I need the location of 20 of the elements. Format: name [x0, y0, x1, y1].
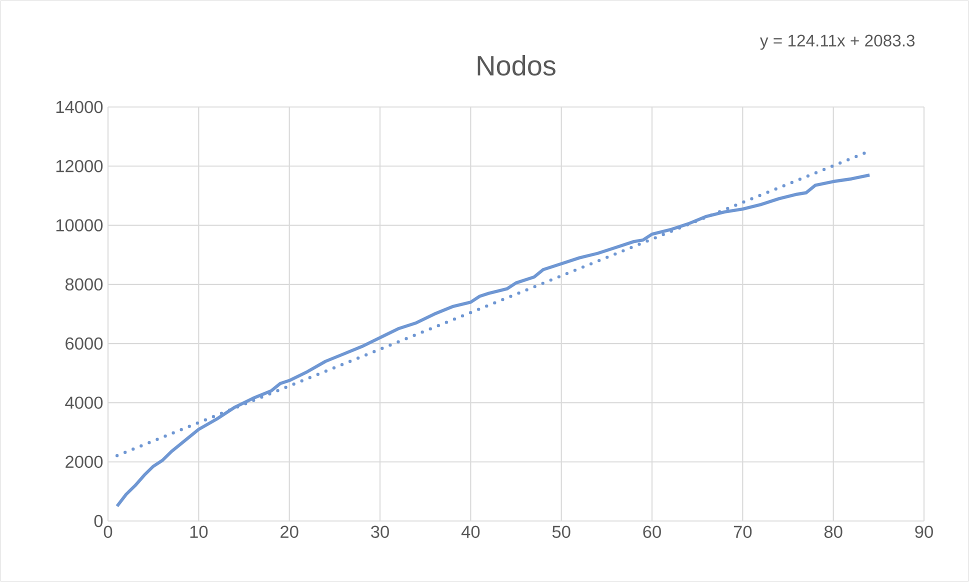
- y-tick-label: 8000: [65, 278, 103, 291]
- x-tick-label: 10: [190, 526, 208, 538]
- x-tick-label: 60: [643, 526, 661, 538]
- x-tick-label: 40: [461, 526, 480, 538]
- y-tick-label: 12000: [56, 160, 103, 172]
- y-tick-label: 0: [94, 514, 103, 528]
- x-tick-label: 30: [371, 526, 389, 538]
- x-tick-label: 50: [552, 526, 570, 538]
- y-tick-label: 14000: [56, 100, 103, 114]
- x-tick-label: 80: [824, 526, 842, 538]
- x-tick-label: 20: [280, 526, 298, 538]
- x-tick-label: 70: [734, 526, 752, 538]
- y-tick-label: 6000: [66, 337, 103, 350]
- x-tick-label: 90: [915, 526, 933, 538]
- text: y = 124.11x + 2083.3: [760, 34, 915, 50]
- y-tick-label: 10000: [56, 219, 103, 232]
- y-tick-label: 4000: [65, 396, 103, 409]
- x-tick-label: 0: [104, 526, 112, 538]
- y-tick-label: 2000: [66, 456, 103, 468]
- chart-title: Nodos: [478, 55, 556, 76]
